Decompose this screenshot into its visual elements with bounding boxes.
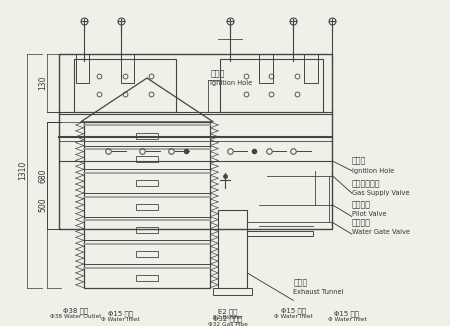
Text: Ignition Hole: Ignition Hole: [210, 80, 252, 86]
Text: Φ15 上水: Φ15 上水: [108, 310, 133, 317]
Text: Φ Water Inlet: Φ Water Inlet: [328, 317, 366, 322]
Bar: [76, 54, 90, 83]
Text: 排烟口: 排烟口: [293, 279, 307, 288]
Text: 子火开关: 子火开关: [352, 201, 371, 210]
Bar: [259, 54, 273, 83]
Text: 风气运动开关: 风气运动开关: [352, 179, 380, 188]
Bar: [136, 228, 158, 233]
Bar: [248, 231, 313, 236]
Bar: [136, 204, 158, 210]
Bar: [84, 122, 210, 288]
Bar: [218, 210, 248, 288]
Text: E2 Blower: E2 Blower: [213, 315, 243, 320]
Bar: [136, 133, 158, 139]
Bar: [136, 275, 158, 281]
Text: 点火棒: 点火棒: [210, 69, 225, 78]
Text: 130: 130: [38, 76, 47, 90]
Text: Φ32 给气位: Φ32 给气位: [213, 315, 243, 322]
Text: Water Gate Valve: Water Gate Valve: [352, 229, 410, 235]
Text: Exhaust Tunnel: Exhaust Tunnel: [293, 289, 344, 295]
Text: E2 风机: E2 风机: [218, 308, 238, 315]
Bar: [136, 251, 158, 257]
Text: Ignition Hole: Ignition Hole: [352, 168, 394, 173]
Text: 1310: 1310: [18, 161, 27, 180]
Bar: [59, 54, 332, 229]
Text: 680: 680: [38, 168, 47, 183]
Bar: [136, 180, 158, 186]
Text: Φ38 去水: Φ38 去水: [63, 307, 88, 314]
Text: 500: 500: [38, 198, 47, 212]
Bar: [304, 54, 318, 83]
Text: 水阀开关: 水阀开关: [352, 218, 371, 227]
Text: Φ Water Inlet: Φ Water Inlet: [101, 317, 140, 322]
Bar: [213, 288, 252, 294]
Point: [221, 173, 229, 178]
Text: Pilot Valve: Pilot Valve: [352, 212, 386, 217]
Bar: [136, 156, 158, 162]
Text: Φ38 Water Outlet: Φ38 Water Outlet: [50, 314, 102, 319]
Text: Φ15 上水: Φ15 上水: [281, 307, 306, 314]
Bar: [74, 58, 176, 112]
Bar: [220, 58, 323, 112]
Text: Gas Supply Valve: Gas Supply Valve: [352, 190, 410, 196]
Bar: [121, 54, 134, 83]
Text: Φ32 Gas Pipe: Φ32 Gas Pipe: [208, 322, 248, 326]
Text: Φ Water Inlet: Φ Water Inlet: [274, 314, 313, 319]
Text: Φ15 上水: Φ15 上水: [334, 310, 360, 317]
Text: 点火孔: 点火孔: [352, 157, 366, 166]
